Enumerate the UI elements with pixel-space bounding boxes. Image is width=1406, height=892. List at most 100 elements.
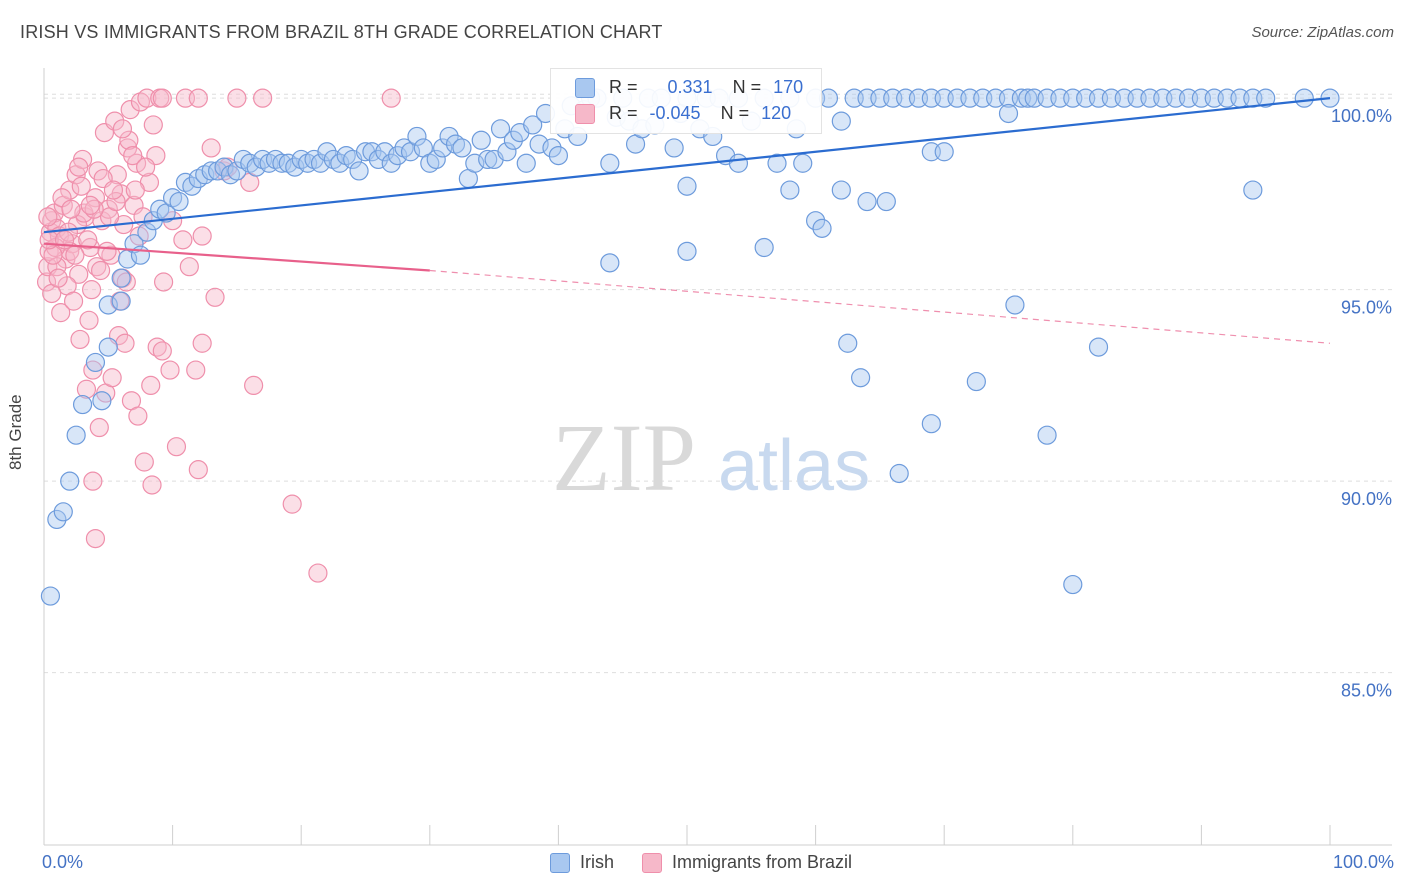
irish-point xyxy=(1088,337,1109,357)
irish-point xyxy=(439,126,459,147)
brazil-point xyxy=(76,379,97,399)
irish-point xyxy=(66,425,86,445)
irish-point xyxy=(838,333,858,353)
y-axis-title: 8th Grade xyxy=(6,394,25,470)
irish-point xyxy=(465,153,485,173)
legend-item-irish[interactable]: Irish xyxy=(550,852,614,873)
irish-point xyxy=(1256,88,1276,108)
brazil-points xyxy=(36,88,401,583)
x-tick-label-max: 100.0% xyxy=(1332,852,1394,872)
brazil-point xyxy=(102,368,122,388)
irish-point xyxy=(433,138,453,158)
brazil-point xyxy=(186,360,206,380)
y-tick-labels: 85.0% 90.0% 95.0% 100.0% xyxy=(1331,106,1392,701)
legend-item-brazil[interactable]: Immigrants from Brazil xyxy=(642,852,852,873)
brazil-point xyxy=(153,272,174,292)
brazil-point xyxy=(106,191,126,212)
brazil-point xyxy=(89,417,109,438)
irish-point xyxy=(857,191,877,212)
brazil-point xyxy=(227,88,247,108)
brazil-point xyxy=(201,138,221,158)
irish-point xyxy=(529,134,549,154)
brazil-point xyxy=(244,375,264,395)
irish-point xyxy=(85,352,106,373)
irish-point xyxy=(201,161,221,181)
legend-swatch-irish xyxy=(550,852,570,873)
irish-point xyxy=(812,218,832,238)
brazil-stats-swatch xyxy=(575,103,595,124)
source-note: Source: ZipAtlas.com xyxy=(1251,24,1394,41)
brazil-point xyxy=(141,375,161,395)
irish-point xyxy=(548,146,569,166)
irish-point xyxy=(381,153,401,173)
brazil-point xyxy=(188,460,208,480)
irish-point xyxy=(111,291,131,311)
irish-point xyxy=(600,253,620,273)
irish-n-value: 170 xyxy=(773,77,804,97)
irish-point xyxy=(98,295,118,315)
irish-point xyxy=(497,142,517,162)
irish-point xyxy=(851,368,871,388)
irish-point xyxy=(998,103,1019,124)
brazil-point xyxy=(107,165,127,185)
brazil-point xyxy=(48,268,68,288)
brazil-r-value: -0.045 xyxy=(649,103,701,123)
irish-point xyxy=(677,176,697,196)
brazil-point xyxy=(115,333,135,353)
irish-point xyxy=(310,153,331,173)
brazil-point xyxy=(253,88,273,108)
legend: Irish Immigrants from Brazil xyxy=(550,852,880,873)
brazil-point xyxy=(81,280,102,300)
brazil-point xyxy=(79,310,99,330)
brazil-point xyxy=(308,563,328,583)
irish-point xyxy=(831,180,851,200)
brazil-point xyxy=(173,230,193,250)
x-tick-label-min: 0.0% xyxy=(42,852,84,872)
irish-point xyxy=(272,153,292,173)
irish-point xyxy=(831,111,851,131)
brazil-point xyxy=(38,207,58,227)
trend-lines xyxy=(43,97,1331,344)
brazil-point xyxy=(128,406,148,426)
brazil-point xyxy=(192,333,212,353)
brazil-point xyxy=(70,329,90,350)
irish-stats-swatch xyxy=(575,77,595,98)
brazil-point xyxy=(36,272,57,292)
irish-point xyxy=(426,149,446,170)
irish-point xyxy=(53,502,73,522)
watermark-zip: ZIP xyxy=(552,404,696,511)
irish-stats-row: R = 0.331 N = 170 xyxy=(575,77,804,98)
brazil-point xyxy=(134,452,154,472)
irish-point xyxy=(664,138,684,158)
irish-point xyxy=(60,471,80,491)
irish-point xyxy=(349,161,369,181)
irish-point xyxy=(934,142,954,162)
irish-point xyxy=(793,153,813,173)
irish-point xyxy=(137,222,157,242)
brazil-point xyxy=(83,360,103,380)
brazil-point xyxy=(123,146,143,166)
brazil-point xyxy=(381,88,401,108)
brazil-point xyxy=(87,257,107,277)
brazil-point xyxy=(43,245,63,265)
axes xyxy=(43,68,1392,846)
irish-point xyxy=(818,88,839,108)
brazil-point xyxy=(105,111,125,131)
irish-point xyxy=(98,337,118,357)
irish-point xyxy=(452,138,472,158)
brazil-point xyxy=(51,303,71,323)
brazil-r-label: R = xyxy=(609,103,638,123)
irish-point xyxy=(754,237,774,258)
irish-point xyxy=(1037,425,1057,445)
y-tick-label: 85.0% xyxy=(1341,681,1392,701)
irish-point xyxy=(677,241,697,261)
irish-point xyxy=(921,414,941,434)
irish-point xyxy=(375,142,395,162)
brazil-point xyxy=(179,257,199,277)
irish-point xyxy=(516,153,536,173)
brazil-point xyxy=(71,176,91,196)
irish-r-label: R = xyxy=(609,77,638,97)
irish-point xyxy=(92,391,112,411)
brazil-point xyxy=(69,157,89,177)
